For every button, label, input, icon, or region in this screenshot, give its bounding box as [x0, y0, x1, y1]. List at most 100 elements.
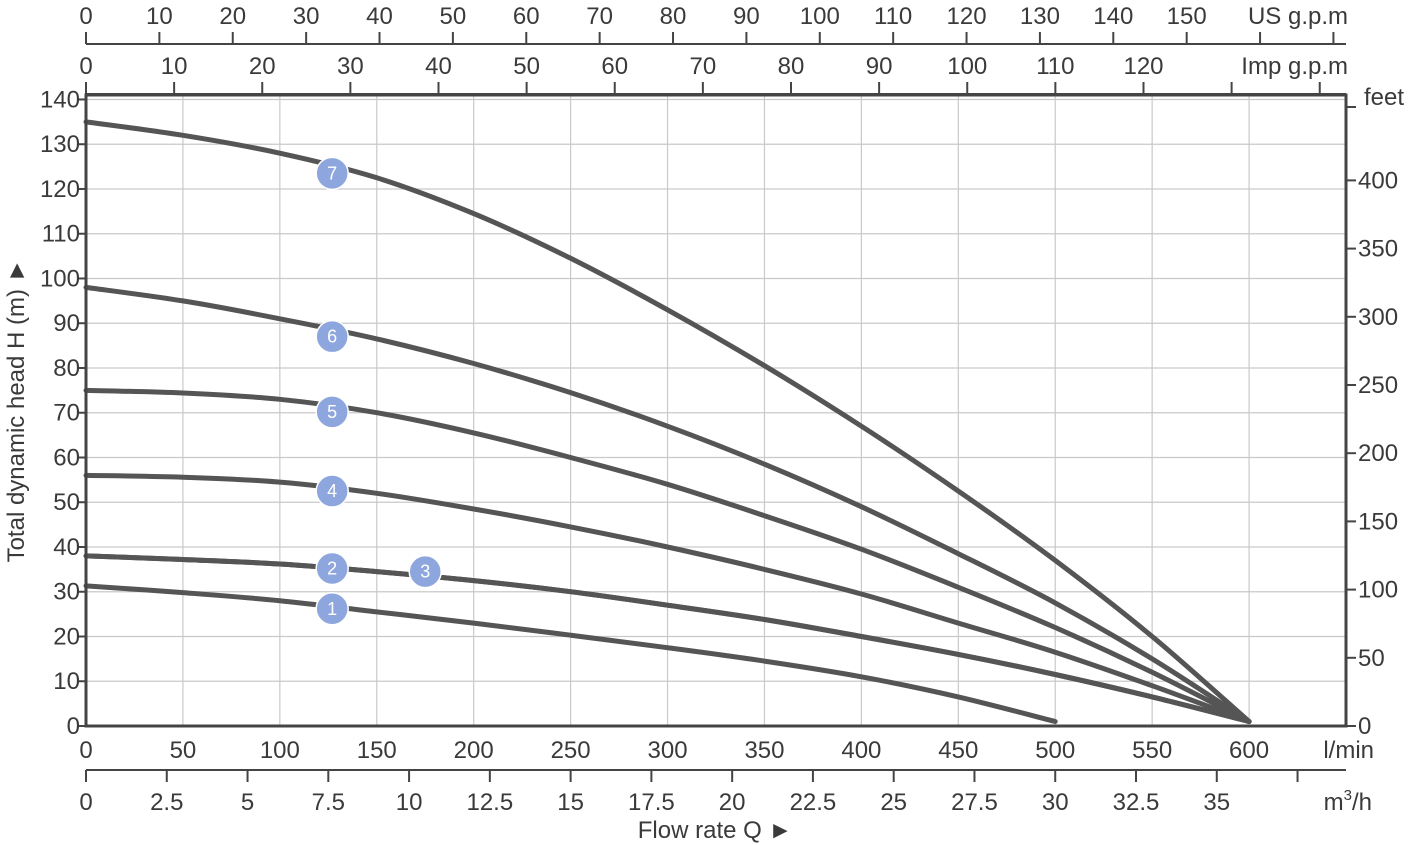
- curve-marker-circle: [315, 551, 349, 586]
- x-tick-label: 250: [551, 737, 591, 764]
- y-tick-label: 130: [40, 131, 80, 158]
- us-gpm-tick-label: 130: [1020, 3, 1060, 30]
- y-tick-label: 30: [53, 579, 80, 606]
- m3h-tick-label: 10: [396, 789, 423, 816]
- m3h-tick-label: 30: [1042, 789, 1069, 816]
- us-gpm-unit-label: US g.p.m: [1248, 3, 1348, 30]
- curve-marker-label: 1: [327, 599, 337, 619]
- m3h-tick-label: 27.5: [951, 789, 998, 816]
- m3h-tick-label: 0: [79, 789, 92, 816]
- curve-marker-label: 7: [327, 163, 337, 183]
- curve-5: [83, 387, 1252, 724]
- feet-tick-label: 350: [1358, 236, 1398, 263]
- feet-unit-label: feet: [1364, 84, 1404, 111]
- x-tick-label: 400: [841, 737, 881, 764]
- imp-gpm-tick-label: 40: [425, 53, 452, 80]
- us-gpm-tick-label: 150: [1167, 3, 1207, 30]
- y-tick-label: 70: [53, 400, 80, 427]
- x-tick-label: 50: [170, 737, 197, 764]
- curve-marker-circle: [315, 156, 349, 191]
- imp-gpm-unit-label: Imp g.p.m: [1241, 53, 1348, 80]
- curve-marker-7: 7: [315, 156, 349, 191]
- performance-curves: [83, 119, 1252, 724]
- y-axis-title: Total dynamic head H (m) ►: [3, 259, 30, 563]
- curve-markers: 7 6 5 4 2 3 1: [315, 156, 442, 626]
- x-tick-label: 100: [260, 737, 300, 764]
- feet-tick-label: 400: [1358, 167, 1398, 194]
- x-tick-label: 200: [454, 737, 494, 764]
- imp-gpm-tick-label: 110: [1036, 53, 1074, 80]
- imp-gpm-tick-label: 60: [601, 53, 628, 80]
- x-tick-label: 350: [744, 737, 784, 764]
- us-gpm-tick-label: 40: [366, 3, 393, 30]
- x-axis-title: Flow rate Q ►: [638, 817, 792, 844]
- grid: [86, 95, 1346, 726]
- m3h-tick-label: 20: [719, 789, 746, 816]
- us-gpm-tick-label: 110: [874, 3, 912, 30]
- y-tick-label: 140: [40, 86, 80, 113]
- imp-gpm-tick-label: 120: [1123, 53, 1163, 80]
- m3h-tick-label: 2.5: [150, 789, 183, 816]
- y-tick-label: 100: [40, 265, 80, 292]
- curve-marker-label: 4: [327, 481, 337, 501]
- curve-marker-circle: [315, 474, 349, 508]
- curve-marker-label: 6: [327, 327, 337, 347]
- us-gpm-tick-label: 30: [293, 3, 320, 30]
- curve-marker-circle: [315, 395, 349, 429]
- x-tick-label: 150: [357, 737, 397, 764]
- curve-1: [83, 583, 1058, 724]
- x-tick-label: 550: [1132, 737, 1172, 764]
- plot-frame: [84, 93, 1348, 728]
- x-tick-label: 0: [79, 737, 92, 764]
- feet-tick-label: 250: [1358, 372, 1398, 399]
- y-tick-label: 20: [53, 623, 80, 650]
- curve-marker-label: 2: [327, 558, 337, 578]
- us-gpm-tick-label: 20: [219, 3, 246, 30]
- y-tick-label: 120: [40, 176, 80, 203]
- m3h-tick-label: 17.5: [628, 789, 675, 816]
- y-tick-label: 0: [67, 713, 80, 740]
- curve-marker-label: 5: [327, 402, 337, 422]
- imp-gpm-tick-label: 100: [947, 53, 987, 80]
- us-gpm-tick-label: 50: [440, 3, 467, 30]
- y-tick-label: 80: [53, 355, 80, 382]
- curve-6: [83, 284, 1252, 724]
- x-tick-label: 450: [938, 737, 978, 764]
- m3h-tick-label: 32.5: [1113, 789, 1160, 816]
- curve-marker-4: 4: [315, 474, 349, 508]
- imp-gpm-tick-label: 70: [690, 53, 717, 80]
- axis-labels: 0102030405060708090100110120130140Total …: [3, 3, 1404, 844]
- us-gpm-tick-label: 80: [660, 3, 687, 30]
- y-tick-label: 10: [53, 668, 80, 695]
- curve-marker-6: 6: [315, 319, 349, 354]
- feet-tick-label: 0: [1358, 713, 1371, 740]
- m3h-unit-label: m3/h: [1324, 787, 1372, 816]
- curve-marker-label: 3: [420, 562, 430, 582]
- us-gpm-tick-label: 90: [733, 3, 760, 30]
- m3h-tick-label: 25: [880, 789, 907, 816]
- curve-4: [83, 472, 1252, 724]
- curve-marker-5: 5: [315, 395, 349, 429]
- imp-gpm-tick-label: 10: [161, 53, 188, 80]
- us-gpm-tick-label: 60: [513, 3, 540, 30]
- imp-gpm-tick-label: 30: [337, 53, 364, 80]
- y-tick-label: 110: [42, 221, 80, 248]
- us-gpm-tick-label: 120: [947, 3, 987, 30]
- imp-gpm-tick-label: 50: [513, 53, 540, 80]
- m3h-tick-label: 7.5: [312, 789, 345, 816]
- curve-marker-1: 1: [315, 592, 349, 626]
- feet-tick-label: 150: [1358, 508, 1398, 535]
- curve-marker-circle: [315, 319, 349, 354]
- lmin-unit-label: l/min: [1323, 737, 1374, 764]
- y-tick-label: 90: [53, 310, 80, 337]
- curve-marker-3: 3: [408, 554, 442, 589]
- us-gpm-tick-label: 10: [146, 3, 173, 30]
- imp-gpm-tick-label: 0: [79, 53, 92, 80]
- y-tick-label: 60: [53, 444, 80, 471]
- us-gpm-tick-label: 100: [800, 3, 840, 30]
- m3h-tick-label: 5: [241, 789, 254, 816]
- x-tick-label: 600: [1229, 737, 1269, 764]
- curve-marker-circle: [408, 554, 442, 589]
- imp-gpm-tick-label: 20: [249, 53, 276, 80]
